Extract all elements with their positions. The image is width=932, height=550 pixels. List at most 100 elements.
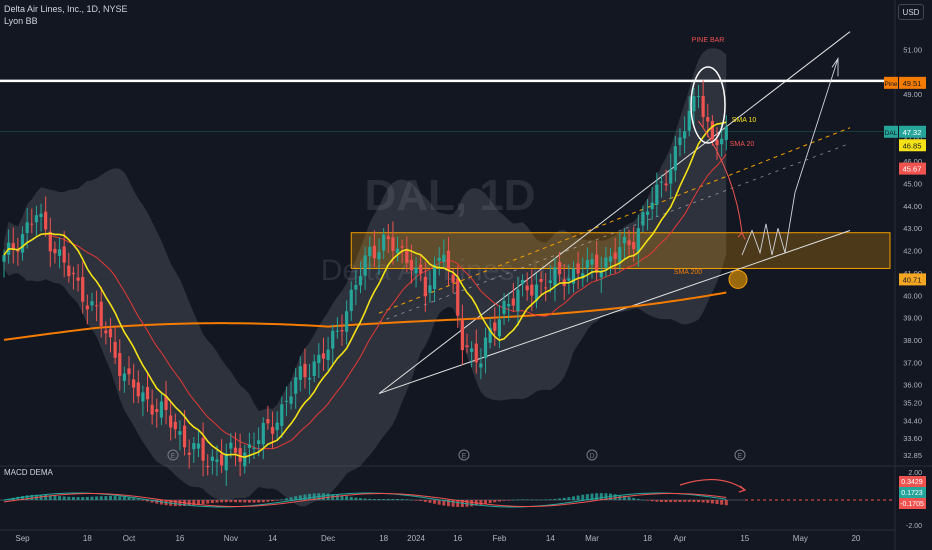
candle-body — [280, 404, 284, 427]
macd-histogram-bar — [173, 500, 177, 507]
candle-body — [187, 452, 191, 455]
macd-histogram-bar — [155, 500, 159, 504]
macd-histogram-bar — [678, 500, 682, 502]
candle-body — [85, 305, 89, 310]
macd-histogram-bar — [298, 495, 302, 500]
candle-body — [136, 382, 140, 397]
macd-histogram-bar — [118, 496, 122, 500]
candle-body — [307, 377, 312, 380]
macd-histogram-bar — [405, 499, 409, 500]
candle-body — [678, 137, 682, 146]
chart-title: Delta Air Lines, Inc., 1D, NYSE — [4, 4, 128, 14]
candle-body — [534, 284, 539, 302]
candle-body — [608, 256, 613, 262]
macd-histogram-bar — [669, 500, 673, 503]
macd-histogram-bar — [646, 500, 650, 501]
macd-histogram-bar — [354, 497, 358, 500]
macd-histogram-bar — [701, 500, 705, 503]
last-price-tag-bg — [899, 125, 926, 138]
candle-body — [437, 257, 441, 261]
candle-body — [169, 415, 173, 428]
macd-histogram-bar — [44, 494, 48, 500]
macd-histogram-bar — [451, 500, 455, 507]
macd-histogram-bar — [715, 500, 719, 505]
candle-body — [104, 330, 108, 334]
candle-body — [317, 354, 321, 364]
price-axis-label: 51.00 — [903, 46, 922, 55]
candle-body — [516, 289, 520, 312]
candle-body — [650, 202, 654, 210]
macd-histogram-bar — [261, 500, 265, 503]
macd-histogram-bar — [497, 500, 501, 502]
candle-body — [34, 215, 39, 223]
candle-body — [275, 422, 279, 431]
candle-body — [673, 146, 677, 171]
macd-histogram-bar — [252, 500, 256, 503]
candle-body — [558, 261, 562, 275]
event-marker-label: D — [589, 453, 594, 460]
price-axis-label: 49.00 — [903, 90, 922, 99]
candle-body — [511, 298, 515, 306]
price-axis-label: 33.60 — [903, 434, 922, 443]
macd-histogram-bar — [442, 500, 446, 506]
macd-histogram-bar — [697, 500, 700, 503]
candle-body — [701, 95, 705, 117]
candle-body — [409, 260, 414, 271]
macd-axis-top: 2.00 — [908, 470, 922, 477]
price-axis-label: 45.00 — [903, 180, 922, 189]
macd-histogram-bar — [146, 500, 150, 502]
candle-body — [81, 276, 85, 302]
macd-histogram-bar — [206, 500, 210, 504]
candle-body — [460, 320, 464, 351]
price-axis-label: 44.00 — [903, 202, 922, 211]
candle-body — [220, 454, 224, 466]
candle-body — [669, 169, 673, 184]
macd-tag-value: 0.3429 — [901, 479, 923, 486]
macd-histogram-bar — [659, 500, 663, 502]
candle-body — [483, 337, 488, 359]
macd-histogram-bar — [266, 500, 270, 502]
macd-divergence-arrow — [679, 478, 746, 491]
candle-body — [446, 250, 451, 271]
candle-body — [659, 181, 664, 183]
macd-histogram-bar — [641, 499, 645, 501]
candle-body — [595, 254, 599, 273]
candle-body — [641, 212, 645, 226]
sma10-line — [3, 121, 727, 459]
macd-histogram-bar — [567, 497, 571, 500]
macd-histogram-bar — [687, 500, 691, 502]
price-axis-label: 40.00 — [903, 291, 922, 300]
sma200-touch-circle — [728, 269, 748, 289]
support-price-tag-value: 40.71 — [903, 275, 922, 284]
macd-histogram-bar — [576, 495, 580, 500]
macd-histogram-bar — [433, 500, 437, 504]
candle-body — [567, 278, 571, 281]
candle-body — [39, 213, 43, 218]
candle-body — [604, 257, 608, 268]
candle-body — [414, 267, 418, 274]
currency-button[interactable]: USD — [898, 4, 924, 20]
macd-histogram-bar — [553, 498, 557, 500]
macd-histogram-bar — [632, 497, 636, 500]
candle-body — [520, 279, 525, 285]
time-axis-label: 20 — [851, 534, 860, 543]
time-axis-label: Mar — [585, 534, 599, 543]
macd-histogram-bar — [25, 495, 29, 500]
candle-body — [363, 255, 367, 276]
macd-tag-value: -0.1705 — [900, 501, 924, 508]
time-axis-label: May — [793, 534, 808, 543]
macd-histogram-bar — [377, 499, 381, 500]
macd-histogram-bar — [247, 500, 251, 503]
macd-histogram-bar — [479, 500, 483, 505]
macd-histogram-bar — [502, 500, 506, 501]
macd-histogram-bar — [516, 499, 520, 501]
macd-histogram-bar — [368, 498, 372, 500]
candle-body — [53, 248, 57, 254]
macd-histogram-bar — [150, 500, 154, 503]
macd-histogram-bar — [349, 496, 353, 500]
pine-price-tag-symbol-bg — [884, 76, 898, 89]
candle-body — [627, 240, 631, 246]
candle-body — [345, 311, 349, 332]
candle-body — [243, 452, 247, 467]
